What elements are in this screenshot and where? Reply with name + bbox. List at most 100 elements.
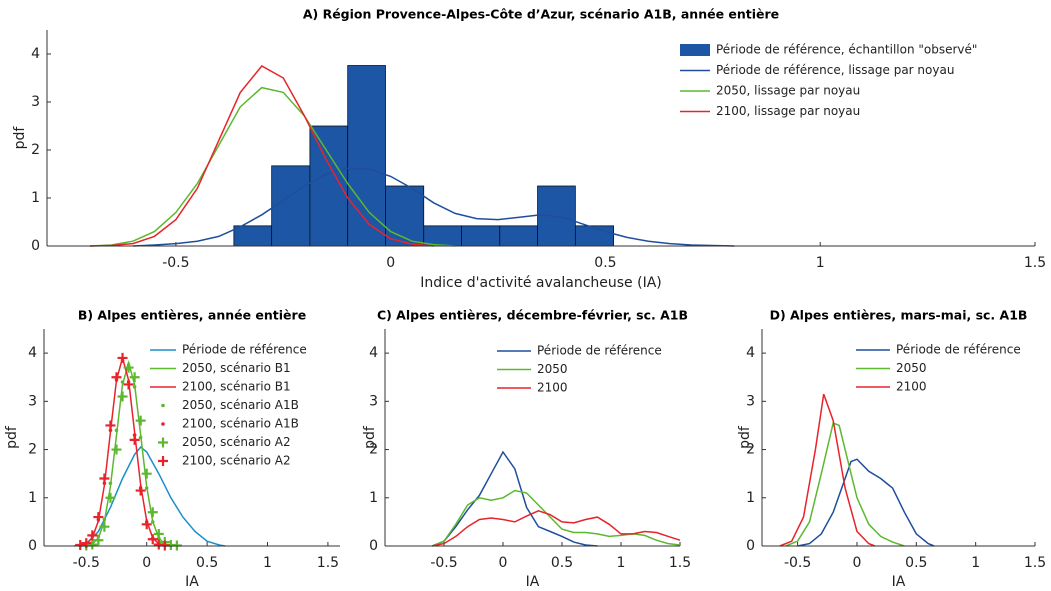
legend-label: 2100, scénario B1 — [182, 380, 291, 394]
x-tick-label: -0.5 — [784, 555, 811, 571]
legend-swatch — [680, 44, 710, 56]
histogram-bar — [233, 225, 273, 247]
dot-marker — [132, 385, 137, 389]
y-axis-label: pdf — [737, 425, 753, 449]
plus-marker — [111, 372, 122, 383]
legend: Période de référence 2050 2100 — [497, 344, 662, 395]
dot-marker — [120, 380, 125, 384]
y-tick-label: 3 — [28, 393, 37, 409]
x-tick-label: 1.5 — [1024, 555, 1046, 571]
panel: A) Région Provence-Alpes-Côte d’Azur, sc… — [12, 7, 1046, 292]
y-tick-label: 3 — [746, 393, 755, 409]
legend-label: 2050 — [537, 362, 568, 376]
legend-label: Période de référence, échantillon "obser… — [716, 43, 977, 57]
histogram-bar — [347, 65, 386, 247]
plus-marker — [129, 434, 140, 445]
plus-marker — [117, 391, 128, 402]
dot-marker — [108, 481, 113, 486]
legend: Période de référence, échantillon "obser… — [680, 43, 977, 118]
legend-label: Période de référence — [537, 344, 662, 358]
plus-marker — [99, 521, 110, 532]
panel-title: A) Région Provence-Alpes-Côte d’Azur, sc… — [303, 7, 779, 22]
plus-marker — [147, 534, 158, 545]
dot-marker — [114, 428, 119, 433]
y-tick-label: 2 — [31, 142, 40, 158]
y-tick-label: 1 — [746, 490, 755, 506]
y-tick-label: 4 — [31, 46, 40, 62]
series-line — [431, 489, 681, 547]
legend-label: Période de référence, lissage par noyau — [716, 63, 954, 77]
legend-label: 2100, scénario A1B — [182, 417, 299, 431]
y-tick-label: 1 — [28, 490, 37, 506]
plus-marker — [141, 468, 152, 479]
x-tick-label: 0 — [852, 555, 861, 571]
x-tick-label: -0.5 — [430, 555, 457, 571]
series-line — [132, 167, 735, 247]
x-tick-label: 0.5 — [905, 555, 927, 571]
histogram-bar — [461, 225, 501, 247]
dot-marker — [150, 520, 155, 524]
plus-marker — [117, 352, 128, 363]
legend-swatch — [158, 456, 168, 466]
histogram-bar — [271, 165, 311, 247]
legend-label: 2050, lissage par noyau — [716, 84, 860, 98]
panel-title: B) Alpes entières, année entière — [78, 308, 306, 323]
legend-label: 2100 — [896, 380, 927, 394]
legend-label: 2050, scénario A1B — [182, 398, 299, 412]
histogram-bar — [423, 225, 462, 247]
series-line — [785, 421, 905, 547]
y-axis-label: pdf — [362, 425, 378, 449]
legend-label: Période de référence — [896, 343, 1021, 357]
plus-marker — [87, 530, 98, 541]
series-line — [779, 393, 876, 547]
panel: B) Alpes entières, année entière IA pdf 0 1 2… — [4, 308, 340, 590]
plus-marker — [135, 415, 146, 426]
plus-marker — [129, 372, 140, 383]
y-tick-label: 1 — [31, 190, 40, 206]
plus-marker — [123, 379, 134, 390]
series-line — [89, 86, 456, 247]
series-line — [431, 450, 598, 547]
legend-label: 2100, scénario A2 — [182, 454, 291, 468]
panel: C) Alpes entières, décembre-février, sc.… — [362, 308, 691, 591]
x-tick-label: 0.5 — [594, 255, 616, 271]
plus-marker — [147, 507, 158, 518]
legend-swatch — [161, 422, 165, 426]
x-axis-label: IA — [185, 574, 199, 590]
y-tick-label: 3 — [369, 393, 378, 409]
series-line — [432, 509, 681, 547]
y-tick-label: 2 — [369, 442, 378, 458]
dot-marker — [102, 517, 107, 522]
y-axis-label: pdf — [12, 126, 28, 150]
legend-label: 2100 — [537, 381, 568, 395]
histogram-bar — [499, 225, 538, 247]
plus-marker — [105, 492, 116, 503]
y-tick-label: 2 — [28, 442, 37, 458]
series-line — [797, 458, 935, 547]
x-axis-label: IA — [526, 574, 540, 590]
legend-label: 2050 — [896, 361, 927, 375]
y-tick-label: 4 — [28, 345, 37, 361]
legend: Période de référence 2050 2100 — [856, 343, 1021, 394]
plus-marker — [123, 362, 134, 373]
histogram-bar — [309, 125, 349, 247]
histogram-bar — [574, 225, 614, 247]
legend-swatch — [161, 403, 165, 408]
x-tick-label: 0.5 — [551, 555, 573, 571]
plus-marker — [75, 540, 86, 551]
legend-label: 2050, scénario B1 — [182, 361, 291, 375]
x-tick-label: 1.5 — [1024, 255, 1046, 271]
panel-title: D) Alpes entières, mars-mai, sc. A1B — [770, 308, 1028, 323]
panel-title: C) Alpes entières, décembre-février, sc.… — [377, 308, 688, 323]
legend-label: 2100, lissage par noyau — [716, 104, 860, 118]
plus-marker — [135, 485, 146, 496]
y-tick-label: 2 — [746, 442, 755, 458]
y-axis-label: pdf — [4, 425, 20, 449]
x-tick-label: 1 — [617, 555, 626, 571]
y-tick-label: 0 — [746, 538, 755, 554]
plus-marker — [99, 473, 110, 484]
x-tick-label: 1 — [263, 555, 272, 571]
plus-marker — [111, 444, 122, 455]
